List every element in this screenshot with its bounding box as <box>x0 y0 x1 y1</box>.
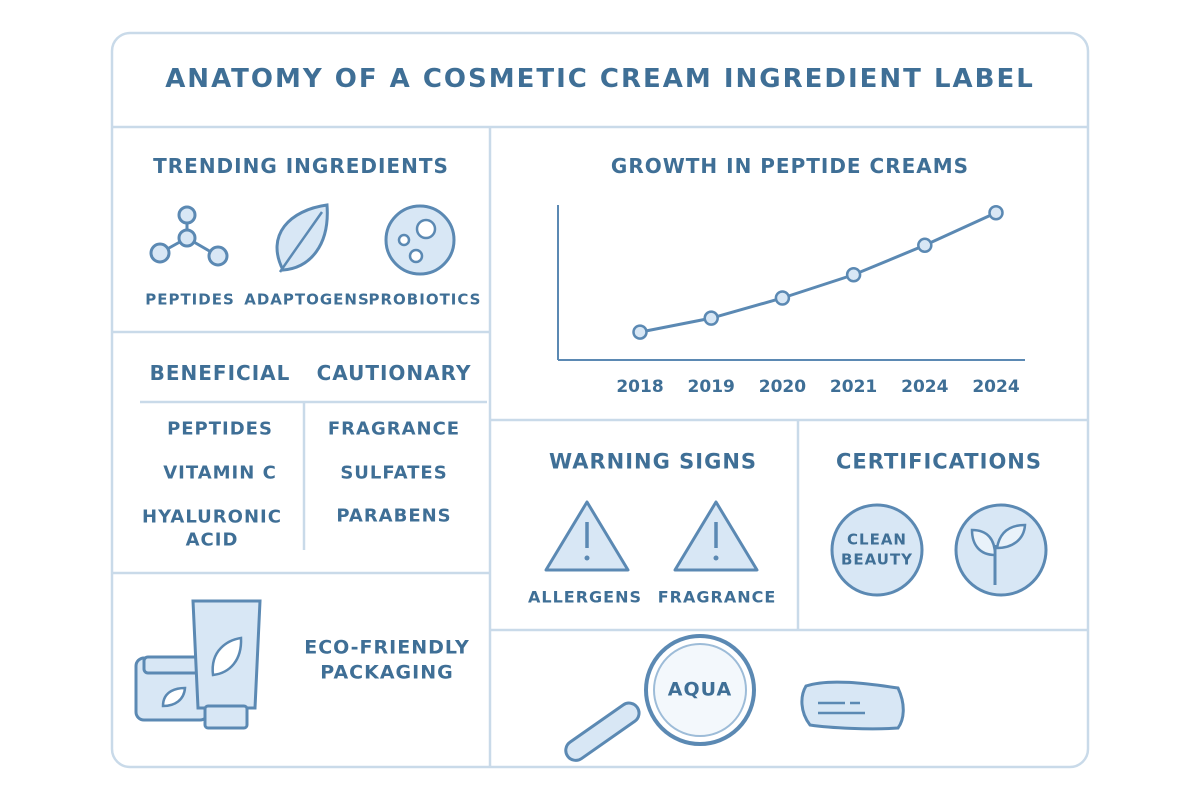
panel-dividers <box>112 125 1088 767</box>
data-point <box>703 310 719 326</box>
eco-label: ECO-FRIENDLY PACKAGING <box>304 636 470 683</box>
magnifier-label: AQUA <box>667 678 733 701</box>
data-line <box>639 211 997 334</box>
list-item: FRAGRANCE <box>327 418 461 440</box>
x-tick-label: 2019 <box>688 377 735 397</box>
x-tick-label: 2021 <box>830 377 877 397</box>
probiotic-icon <box>384 204 456 276</box>
page-title: ANATOMY OF A COSMETIC CREAM INGREDIENT L… <box>165 64 1035 95</box>
list-item: PARABENS <box>336 505 452 527</box>
x-tick-label: 2020 <box>759 377 806 397</box>
list-item: PEPTIDES <box>167 418 273 440</box>
data-point <box>845 267 862 283</box>
ingredient-label: PROBIOTICS <box>368 290 482 309</box>
list-item: HYALURONIC ACID <box>142 506 282 551</box>
data-point <box>774 290 791 306</box>
list-item: SULFATES <box>340 462 448 484</box>
list-item: VITAMIN C <box>163 462 277 484</box>
warning-label: FRAGRANCE <box>657 587 777 607</box>
certification-badges <box>830 503 1048 597</box>
section-heading: WARNING SIGNS <box>548 449 758 474</box>
ingredient-label: ADAPTOGENS <box>244 290 370 309</box>
data-point <box>988 205 1004 221</box>
x-tick-label: 2024 <box>972 377 1019 397</box>
chart-axes <box>557 205 1025 361</box>
leaf-icon <box>275 203 329 273</box>
packaging-icon <box>134 599 262 730</box>
data-point <box>632 324 648 340</box>
data-point <box>917 237 933 254</box>
column-heading: BENEFICIAL <box>149 361 291 385</box>
chart-title: GROWTH IN PEPTIDE CREAMS <box>610 154 970 178</box>
warning-label: ALLERGENS <box>528 587 642 607</box>
badge-label: CLEAN BEAUTY <box>840 530 914 569</box>
section-heading: CERTIFICATIONS <box>835 449 1043 474</box>
frame <box>110 31 1090 769</box>
label-swatch <box>800 680 905 731</box>
ingredient-label: PEPTIDES <box>145 290 235 309</box>
magnifier-icon <box>564 634 756 762</box>
x-tick-label: 2018 <box>616 377 663 397</box>
molecule-icon <box>149 205 229 267</box>
warning-icons <box>544 500 759 572</box>
section-heading: TRENDING INGREDIENTS <box>153 154 449 178</box>
x-tick-label: 2024 <box>901 377 948 397</box>
column-heading: CAUTIONARY <box>316 361 472 385</box>
